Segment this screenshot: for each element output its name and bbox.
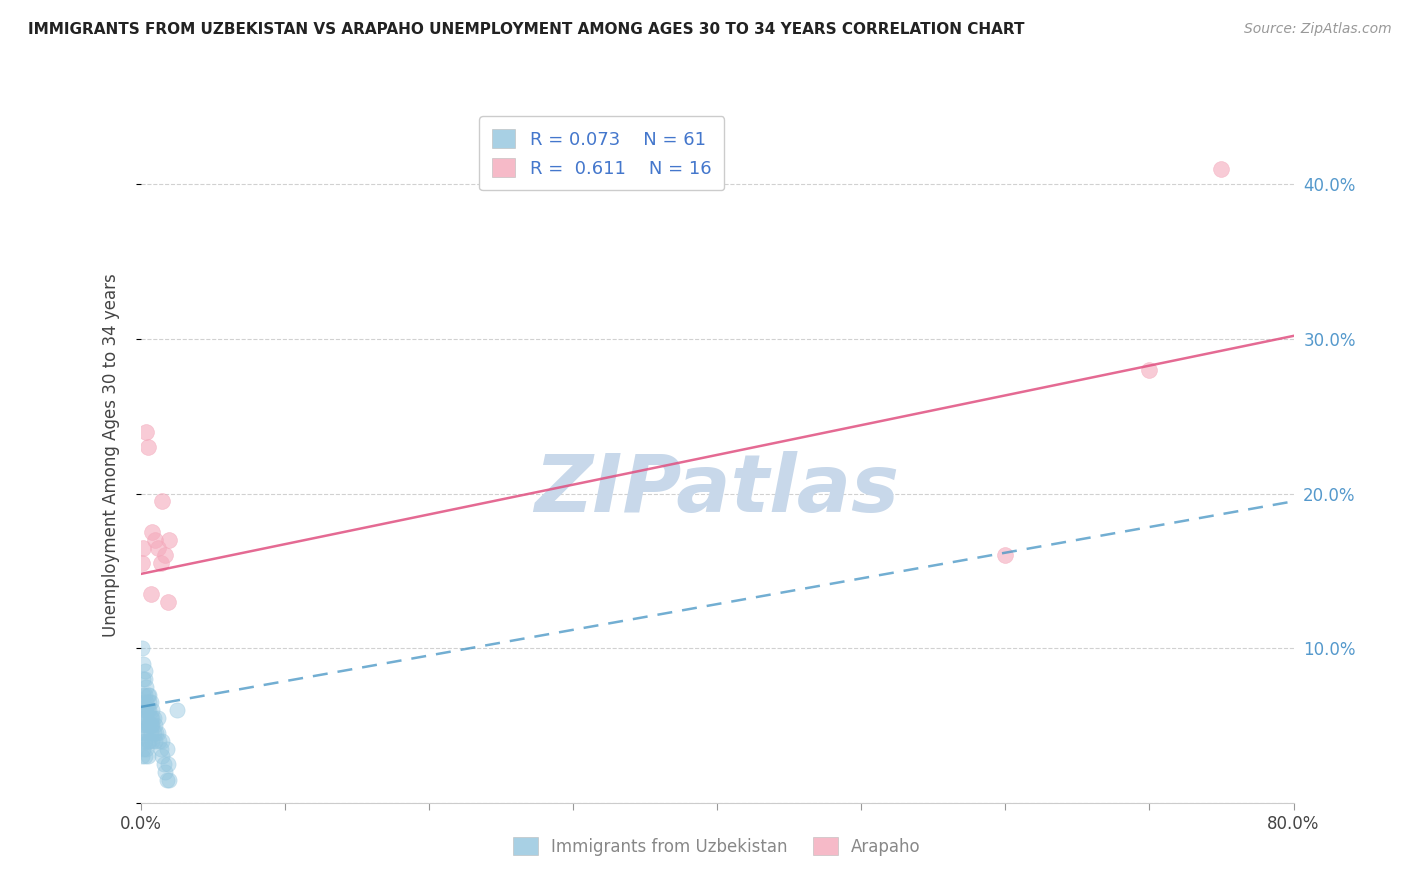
Point (132, 688, 155, 702)
Point (138, 718, 160, 732)
Point (994, 549, 1017, 563)
Point (132, 657, 155, 671)
Point (139, 718, 162, 732)
Point (135, 741, 157, 756)
Point (136, 703, 159, 717)
Point (139, 587, 162, 601)
Point (134, 672, 156, 686)
Point (132, 672, 155, 686)
Point (146, 726, 169, 740)
Point (150, 494, 173, 508)
Point (139, 695, 162, 709)
Point (150, 749, 173, 764)
Point (131, 703, 153, 717)
Point (136, 718, 159, 732)
Point (135, 695, 157, 709)
Point (153, 764, 176, 779)
Point (141, 734, 163, 748)
Point (150, 734, 173, 748)
Point (132, 711, 155, 725)
Point (141, 703, 163, 717)
Point (146, 711, 169, 725)
Point (136, 749, 159, 764)
Point (131, 641, 153, 656)
Point (135, 711, 157, 725)
Point (134, 734, 156, 748)
Point (139, 726, 162, 740)
Point (1139, 363, 1161, 377)
Point (135, 703, 157, 717)
Point (135, 425, 157, 439)
Point (152, 757, 174, 772)
Point (136, 734, 159, 748)
Point (141, 718, 163, 732)
Point (149, 741, 172, 756)
Point (155, 772, 177, 787)
Point (134, 749, 156, 764)
Point (131, 749, 153, 764)
Point (134, 665, 156, 679)
Point (143, 718, 166, 732)
Point (139, 711, 162, 725)
Legend: Immigrants from Uzbekistan, Arapaho: Immigrants from Uzbekistan, Arapaho (505, 829, 929, 864)
Text: Source: ZipAtlas.com: Source: ZipAtlas.com (1244, 22, 1392, 37)
Point (145, 726, 167, 740)
Point (153, 549, 176, 563)
Text: IMMIGRANTS FROM UZBEKISTAN VS ARAPAHO UNEMPLOYMENT AMONG AGES 30 TO 34 YEARS COR: IMMIGRANTS FROM UZBEKISTAN VS ARAPAHO UN… (28, 22, 1025, 37)
Point (142, 726, 165, 740)
Point (155, 741, 177, 756)
Point (132, 726, 155, 740)
Point (143, 533, 166, 547)
Point (138, 703, 160, 717)
Point (166, 703, 188, 717)
Point (131, 556, 153, 570)
Point (156, 595, 179, 609)
Point (148, 734, 170, 748)
Point (136, 440, 159, 454)
Point (135, 680, 157, 694)
Point (141, 525, 163, 540)
Text: ZIPatlas: ZIPatlas (534, 450, 900, 529)
Y-axis label: Unemployment Among Ages 30 to 34 years: Unemployment Among Ages 30 to 34 years (101, 273, 120, 637)
Point (135, 726, 157, 740)
Point (132, 541, 155, 555)
Point (134, 703, 156, 717)
Point (143, 734, 166, 748)
Point (134, 688, 156, 702)
Point (146, 541, 169, 555)
Point (149, 556, 172, 570)
Point (159, 533, 180, 547)
Point (132, 741, 155, 756)
Point (131, 718, 153, 732)
Point (141, 711, 163, 725)
Point (138, 688, 160, 702)
Point (159, 772, 180, 787)
Point (156, 757, 179, 772)
Point (134, 718, 156, 732)
Point (132, 695, 155, 709)
Point (136, 688, 159, 702)
Point (131, 734, 153, 748)
Point (138, 734, 160, 748)
Point (1211, 161, 1233, 176)
Point (138, 695, 160, 709)
Point (142, 711, 165, 725)
